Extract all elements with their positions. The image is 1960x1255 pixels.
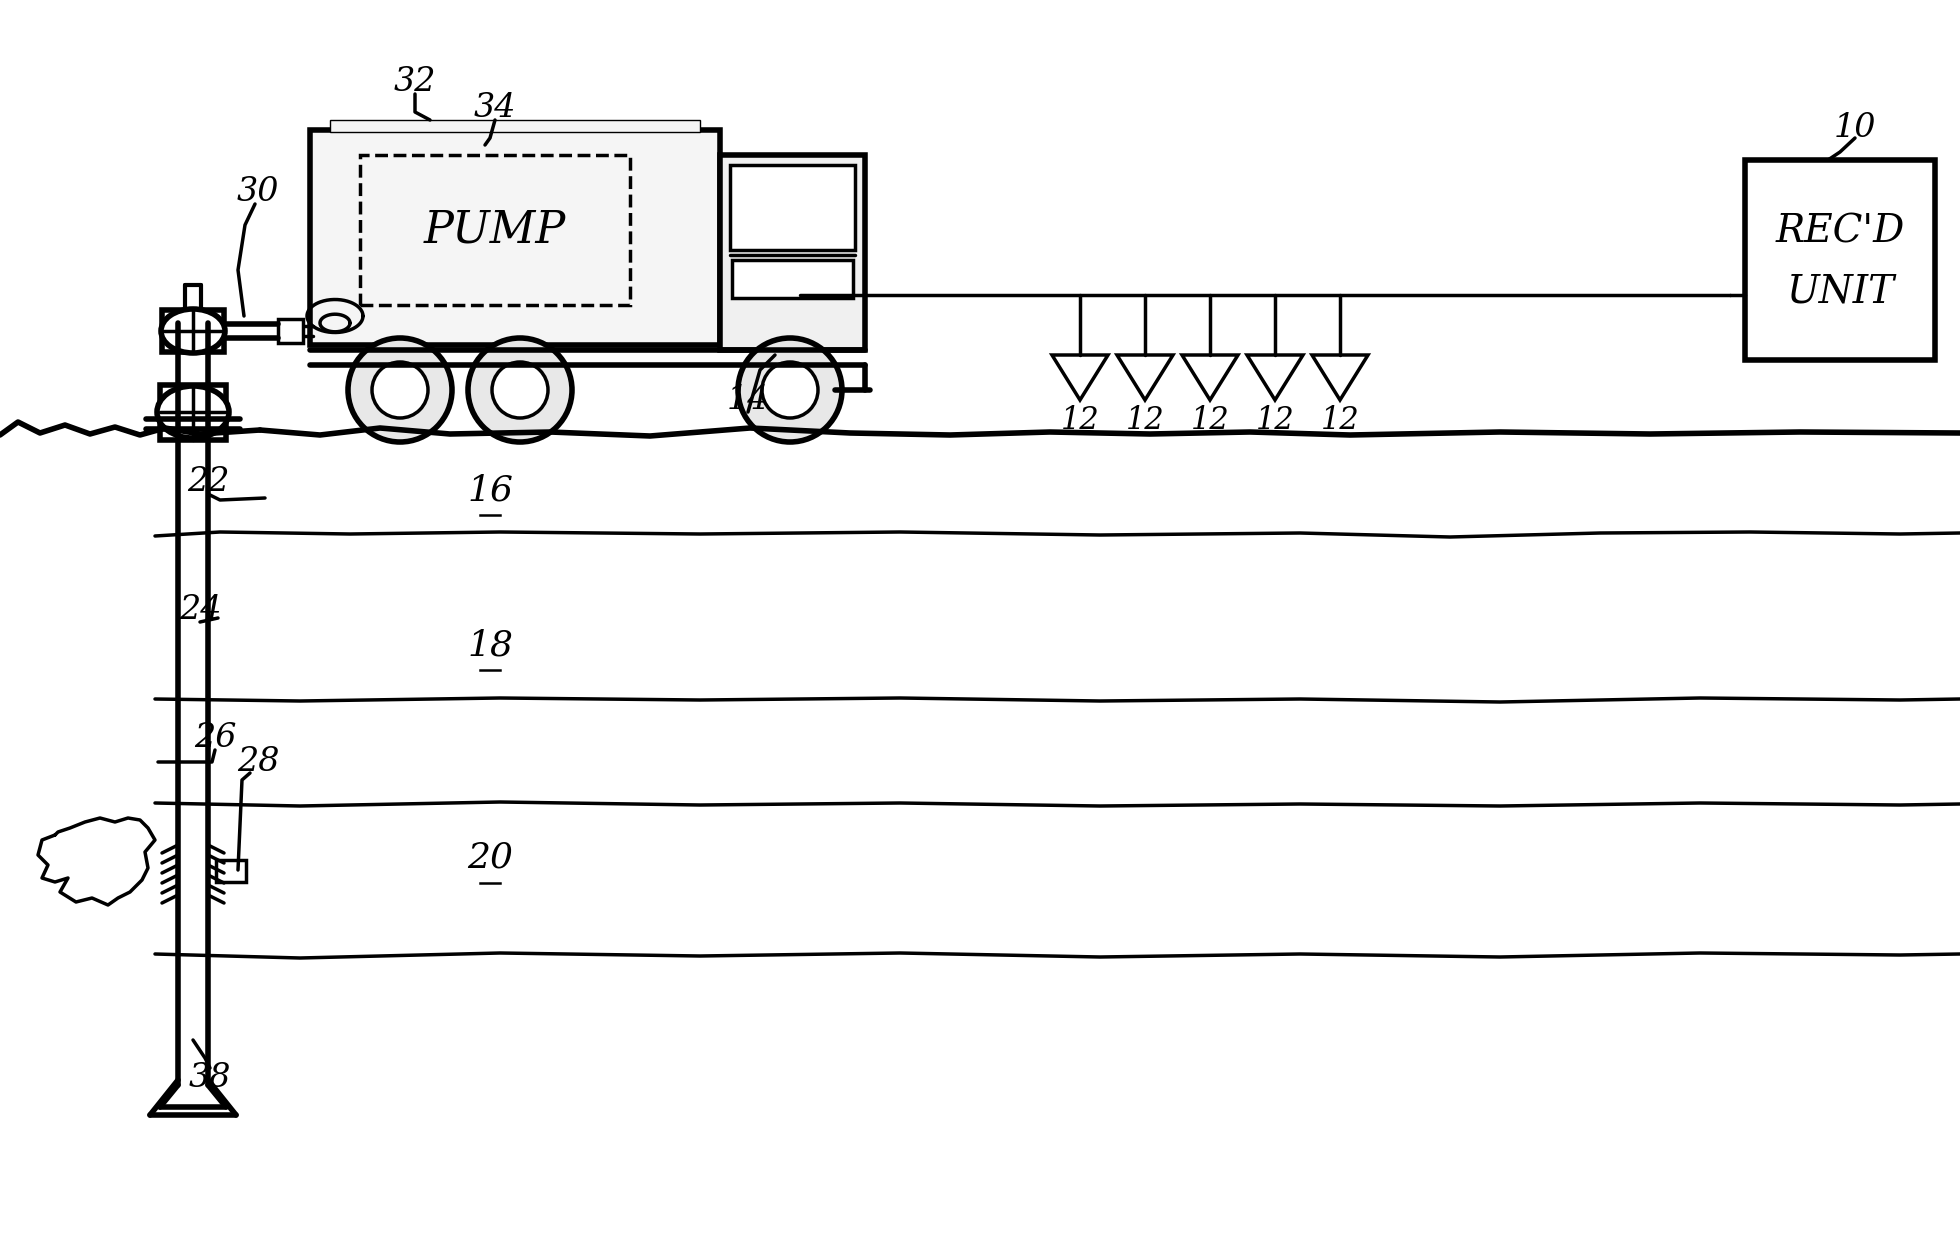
Text: 28: 28 — [237, 745, 278, 778]
Text: REC'D: REC'D — [1776, 213, 1905, 251]
Text: PUMP: PUMP — [423, 208, 566, 251]
Bar — [361, 156, 629, 305]
Bar — [329, 120, 700, 132]
Ellipse shape — [349, 338, 453, 442]
Ellipse shape — [468, 338, 572, 442]
Text: 38: 38 — [188, 1062, 231, 1094]
Text: 12: 12 — [1060, 404, 1100, 435]
Polygon shape — [1311, 355, 1368, 400]
Text: 14: 14 — [727, 384, 768, 415]
Text: 18: 18 — [466, 628, 514, 661]
Text: 26: 26 — [194, 722, 237, 754]
Bar — [216, 860, 247, 882]
Bar — [161, 385, 225, 441]
Bar — [729, 164, 855, 250]
Text: 12: 12 — [1125, 404, 1164, 435]
Text: UNIT: UNIT — [1786, 274, 1893, 310]
Bar — [719, 156, 864, 350]
Text: 12: 12 — [1190, 404, 1229, 435]
Bar — [731, 260, 853, 297]
Text: 22: 22 — [186, 466, 229, 498]
Bar — [1744, 159, 1935, 360]
Text: 34: 34 — [474, 92, 515, 124]
Text: 24: 24 — [178, 594, 221, 626]
Ellipse shape — [762, 361, 817, 418]
Text: 16: 16 — [466, 473, 514, 507]
Ellipse shape — [372, 361, 427, 418]
Bar — [310, 131, 719, 345]
Polygon shape — [1053, 355, 1107, 400]
Ellipse shape — [161, 309, 225, 353]
Bar — [163, 310, 223, 351]
Text: 12: 12 — [1256, 404, 1294, 435]
Ellipse shape — [492, 361, 549, 418]
Text: 10: 10 — [1835, 112, 1876, 144]
Text: 20: 20 — [466, 841, 514, 875]
Polygon shape — [1247, 355, 1303, 400]
Text: 30: 30 — [237, 176, 278, 208]
Polygon shape — [1117, 355, 1172, 400]
Text: 32: 32 — [394, 67, 437, 98]
Ellipse shape — [739, 338, 843, 442]
Ellipse shape — [157, 387, 229, 438]
Text: 12: 12 — [1321, 404, 1360, 435]
Bar — [278, 319, 304, 343]
Polygon shape — [1182, 355, 1239, 400]
